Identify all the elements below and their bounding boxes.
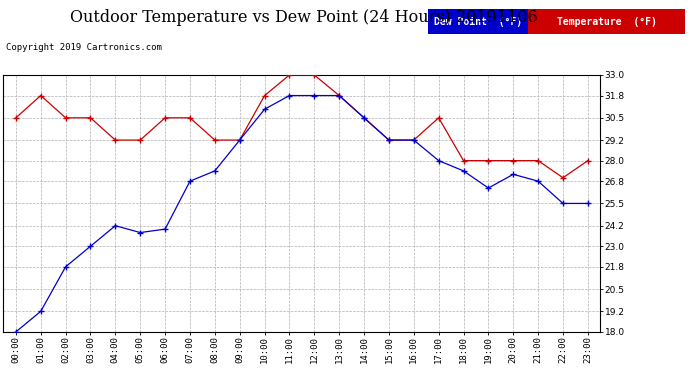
Text: Copyright 2019 Cartronics.com: Copyright 2019 Cartronics.com xyxy=(6,43,161,52)
Text: Outdoor Temperature vs Dew Point (24 Hours) 20191106: Outdoor Temperature vs Dew Point (24 Hou… xyxy=(70,9,538,26)
Text: Temperature  (°F): Temperature (°F) xyxy=(557,16,656,27)
Text: Dew Point  (°F): Dew Point (°F) xyxy=(434,16,522,27)
